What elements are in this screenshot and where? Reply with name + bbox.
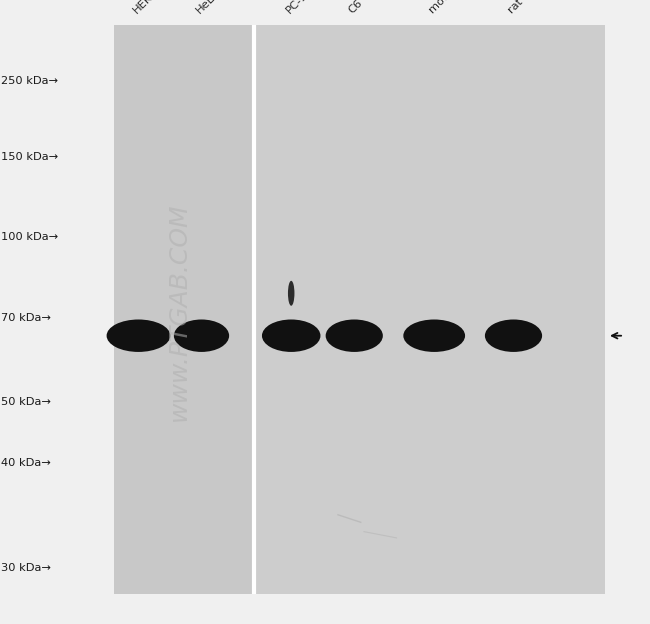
Text: mouse brain: mouse brain bbox=[427, 0, 484, 16]
Ellipse shape bbox=[485, 319, 542, 352]
Text: 100 kDa→: 100 kDa→ bbox=[1, 232, 58, 242]
Text: 250 kDa→: 250 kDa→ bbox=[1, 76, 58, 86]
Text: 30 kDa→: 30 kDa→ bbox=[1, 563, 51, 573]
Text: www.PTGAB.COM: www.PTGAB.COM bbox=[167, 203, 190, 421]
Bar bbox=[254, 25, 604, 594]
Text: HeLa: HeLa bbox=[194, 0, 222, 16]
Ellipse shape bbox=[262, 319, 320, 352]
Ellipse shape bbox=[107, 319, 170, 352]
Text: C6: C6 bbox=[347, 0, 365, 16]
Text: rat brain: rat brain bbox=[506, 0, 548, 16]
Bar bbox=[114, 25, 254, 594]
Ellipse shape bbox=[174, 319, 229, 352]
Text: 50 kDa→: 50 kDa→ bbox=[1, 397, 51, 407]
Text: 70 kDa→: 70 kDa→ bbox=[1, 313, 51, 323]
Text: PC-12: PC-12 bbox=[284, 0, 315, 16]
Text: 40 kDa→: 40 kDa→ bbox=[1, 458, 51, 468]
Ellipse shape bbox=[403, 319, 465, 352]
Ellipse shape bbox=[288, 281, 294, 306]
Text: HEK-293: HEK-293 bbox=[131, 0, 172, 16]
Ellipse shape bbox=[326, 319, 383, 352]
Text: 150 kDa→: 150 kDa→ bbox=[1, 152, 58, 162]
